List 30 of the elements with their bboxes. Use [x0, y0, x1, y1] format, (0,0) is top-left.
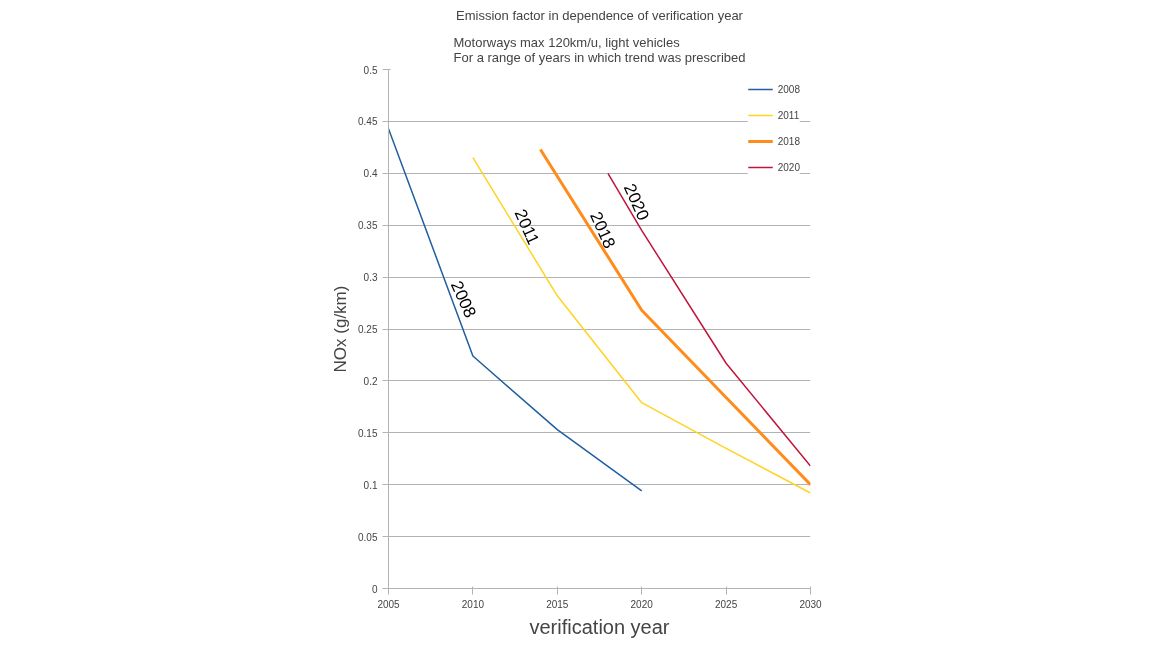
x-tick-label: 2030: [799, 598, 823, 610]
chart-subtitle: Motorways max 120km/u, light vehicles For a range of years in which trend was prescribed: [453, 34, 746, 65]
y-tick-label: 0.25: [358, 324, 378, 335]
x-tick-label: 2010: [461, 598, 485, 610]
y-tick-label: 0.45: [358, 116, 378, 128]
y-axis-title: NOx (g/km): [331, 285, 351, 373]
y-tick-label: 0.1: [363, 479, 378, 491]
x-axis-title: verification year: [529, 615, 670, 638]
annotation: 2020: [619, 180, 653, 224]
legend-label: 2011: [777, 109, 800, 121]
annotation: 2008: [446, 278, 480, 321]
x-tick-label: 2025: [714, 598, 738, 610]
chart-title: Emission factor in dependence of verification year: [456, 7, 744, 23]
legend-label: 2018: [777, 135, 800, 147]
y-tick-label: 0: [371, 583, 378, 595]
y-tick-label: 0.2: [363, 375, 378, 387]
y-tick-label: 0.05: [358, 531, 378, 543]
line-series: [538, 147, 811, 487]
legend-label: 2020: [777, 161, 800, 173]
y-tick-label: 0.4: [363, 168, 378, 180]
y-tick-label: 0.15: [358, 427, 378, 439]
annotation: 2018: [586, 208, 619, 252]
y-tick-label: 0.5: [363, 64, 378, 76]
x-tick-label: 2015: [546, 598, 569, 610]
y-tick-label: 0.3: [363, 272, 378, 284]
legend-label: 2008: [777, 83, 800, 95]
x-tick-label: 2005: [377, 598, 401, 610]
y-tick-label: 0.35: [358, 220, 378, 232]
x-tick-label: 2020: [630, 598, 654, 610]
annotation: 2011: [510, 206, 543, 248]
